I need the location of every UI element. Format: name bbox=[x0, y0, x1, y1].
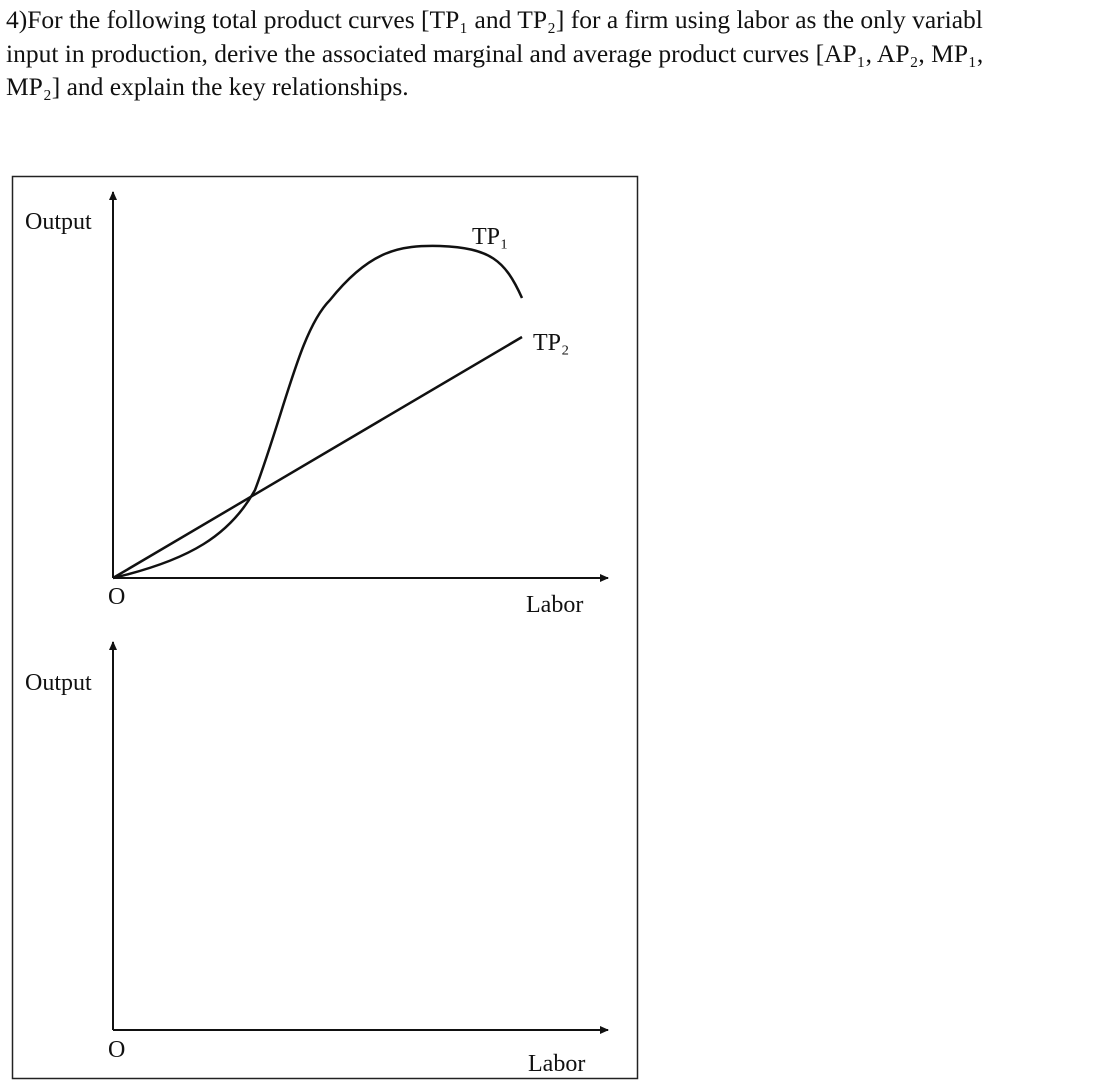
x-axis-label: Labor bbox=[526, 592, 583, 618]
y-axis-label: Output bbox=[25, 209, 92, 235]
y-axis-label: Output bbox=[25, 670, 92, 696]
x-axis-label: Labor bbox=[528, 1051, 585, 1077]
figure-frame bbox=[11, 175, 639, 1080]
curve-label: TP₂ bbox=[533, 330, 569, 356]
origin-label: O bbox=[108, 584, 125, 610]
tp2-curve bbox=[112, 335, 523, 580]
curve-label: TP₁ bbox=[472, 224, 508, 250]
tp1-curve bbox=[112, 244, 524, 580]
question-line: 4)For the following total product curves… bbox=[6, 5, 983, 34]
question-line: MP₂] and explain the key relationships. bbox=[6, 72, 409, 101]
question-line: input in production, derive the associat… bbox=[6, 39, 984, 68]
origin-label: O bbox=[108, 1037, 125, 1063]
